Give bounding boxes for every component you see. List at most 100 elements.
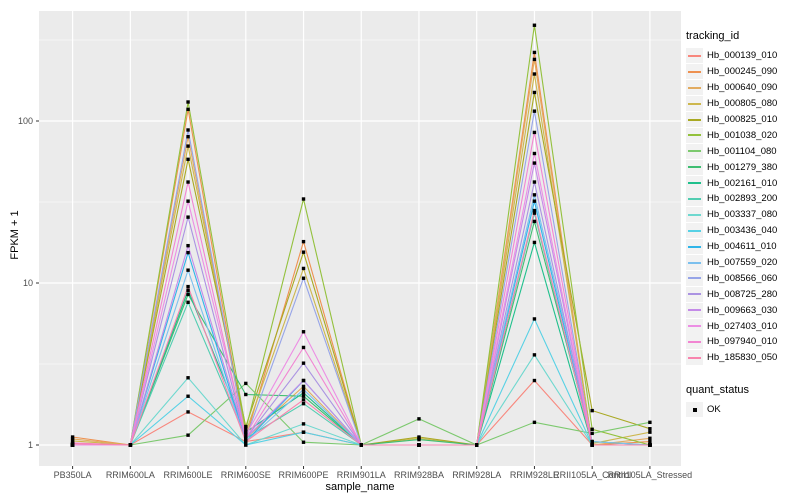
legend-entry: Hb_097940_010 [686, 334, 800, 350]
data-point [244, 439, 248, 444]
legend-key-box [686, 286, 703, 302]
legend-color-swatch-icon [688, 309, 701, 312]
data-point [186, 376, 190, 380]
data-point [301, 422, 306, 426]
data-point [532, 420, 537, 425]
data-point [301, 330, 306, 334]
data-point [532, 211, 537, 215]
data-point [532, 23, 537, 27]
data-point [475, 443, 479, 447]
data-point [532, 378, 537, 383]
legend-color-swatch-icon [688, 213, 701, 216]
legend-entry-label: Hb_002161_010 [707, 177, 778, 189]
data-point [186, 394, 190, 398]
data-point [532, 199, 537, 203]
data-point [186, 268, 190, 272]
legend-color-swatch-icon [688, 197, 701, 200]
data-point [532, 180, 537, 184]
data-point [186, 300, 190, 305]
data-point [532, 130, 537, 135]
legend-color-swatch-icon [688, 150, 701, 153]
legend-entry: Hb_000640_090 [686, 80, 800, 96]
data-point [301, 391, 306, 395]
x-tick-label: PB350LA [54, 470, 92, 480]
data-point [590, 431, 594, 436]
legend-entry: Hb_000805_080 [686, 96, 800, 112]
data-point [532, 240, 537, 245]
legend-entry-label: Hb_000139_010 [707, 50, 778, 62]
data-point [532, 50, 537, 55]
legend-entry: Hb_185830_050 [686, 350, 800, 366]
legend-entry-label: Hb_002893_200 [707, 193, 778, 205]
data-point [417, 417, 421, 421]
y-tick-label: 100 [18, 116, 33, 126]
legend-color-swatch-icon [688, 261, 701, 264]
data-point [186, 292, 190, 297]
data-point [590, 427, 594, 432]
data-point [128, 443, 133, 447]
data-point [532, 109, 537, 113]
legend-entry: Hb_002161_010 [686, 175, 800, 191]
data-point [532, 151, 537, 156]
data-point [301, 440, 306, 444]
data-point [186, 288, 190, 293]
data-point [532, 317, 537, 321]
x-tick-label: RRIM600LE [164, 470, 213, 480]
legend-entry-label: Hb_000245_090 [707, 66, 778, 78]
data-point [186, 284, 190, 289]
legend-key-box [686, 207, 703, 223]
data-point [301, 398, 306, 402]
legend-key-box [686, 350, 703, 366]
legend-entry: Hb_004611_010 [686, 239, 800, 255]
data-point [244, 443, 248, 447]
data-point [532, 90, 537, 95]
quant-ok-label: OK [707, 404, 721, 416]
legend-entry-label: Hb_000805_080 [707, 98, 778, 110]
data-point [648, 430, 652, 434]
data-point [417, 437, 421, 442]
data-point [186, 410, 190, 414]
legend-entry-label: Hb_003436_040 [707, 225, 778, 237]
data-point [186, 250, 190, 255]
legend-key-box [686, 223, 703, 239]
legend-title: tracking_id [686, 30, 740, 42]
legend-entry-label: Hb_000640_090 [707, 82, 778, 94]
y-axis-title: FPKM + 1 [9, 210, 21, 260]
x-tick-label: RRIM928BA [394, 470, 444, 480]
legend-entry: Hb_001279_380 [686, 159, 800, 175]
legend-entry: Hb_008566_060 [686, 270, 800, 286]
legend-color-swatch-icon [688, 277, 701, 280]
legend-key-box [686, 318, 703, 334]
data-point [648, 443, 652, 447]
data-point [648, 420, 652, 425]
legend-entry: Hb_001038_020 [686, 127, 800, 143]
data-point [244, 433, 248, 437]
legend-entry: Hb_003337_080 [686, 207, 800, 223]
data-point [301, 361, 306, 365]
legend-entry-label: Hb_008566_060 [707, 272, 778, 284]
legend-color-swatch-icon [688, 70, 701, 73]
data-point [301, 384, 306, 389]
legend-color-swatch-icon [688, 86, 701, 89]
x-tick-label: RRIM600SE [221, 470, 271, 480]
legend-entry-label: Hb_097940_010 [707, 336, 778, 348]
data-point [590, 408, 594, 413]
legend-key-box [686, 334, 703, 350]
legend-key-box [686, 80, 703, 96]
data-point [532, 193, 537, 197]
data-point [301, 197, 306, 201]
data-point [532, 72, 537, 76]
data-point [70, 435, 75, 439]
data-point [186, 215, 190, 219]
data-point [301, 430, 306, 434]
data-point [186, 107, 190, 112]
data-point [590, 439, 594, 444]
legend-entry: Hb_003436_040 [686, 223, 800, 239]
x-tick-label: RRIM901LA [337, 470, 386, 480]
data-point [648, 436, 652, 440]
data-point [186, 144, 190, 148]
legend-entry: Hb_000245_090 [686, 64, 800, 80]
data-point [301, 345, 306, 350]
